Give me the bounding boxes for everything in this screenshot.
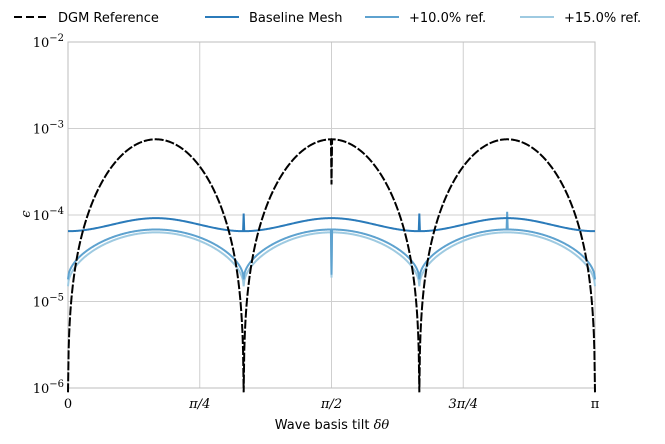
series-layer <box>67 138 596 393</box>
series-line-0 <box>67 138 596 393</box>
x-tick-label: 3π/4 <box>449 397 478 412</box>
y-tick-label: 10−6 <box>33 379 64 397</box>
x-tick-label: 0 <box>64 397 72 412</box>
y-tick-label: 10−5 <box>33 293 64 311</box>
x-axis-label-symbol: δθ <box>374 418 390 433</box>
legend-label: DGM Reference <box>58 11 159 26</box>
y-axis-ticks: 10−6 10−5 10−4 10−3 10−2 <box>33 33 64 397</box>
y-tick-label: 10−3 <box>33 120 64 138</box>
series-line-2 <box>67 211 596 280</box>
x-axis-label: Wave basis tilt δθ <box>275 418 390 433</box>
legend: DGM Reference Baseline Mesh +10.0% ref. +15… <box>14 11 641 26</box>
grid-lines <box>67 41 596 389</box>
legend-label: Baseline Mesh <box>249 11 342 26</box>
legend-label: +10.0% ref. <box>409 11 486 26</box>
legend-label: +15.0% ref. <box>564 11 641 26</box>
x-tick-label: π <box>591 397 600 412</box>
x-tick-label: π/4 <box>188 397 210 412</box>
series-line-3 <box>67 231 596 287</box>
y-tick-label: 10−4 <box>33 206 64 224</box>
y-axis-label: ϵ <box>19 210 34 218</box>
x-tick-label: π/2 <box>320 397 342 412</box>
x-axis-label-text: Wave basis tilt <box>275 418 370 433</box>
series-line-1 <box>68 213 595 233</box>
y-tick-label: 10−2 <box>33 33 64 51</box>
plot-frame <box>67 41 596 389</box>
x-axis-ticks: 0 π/4 π/2 3π/4 π <box>64 397 600 412</box>
